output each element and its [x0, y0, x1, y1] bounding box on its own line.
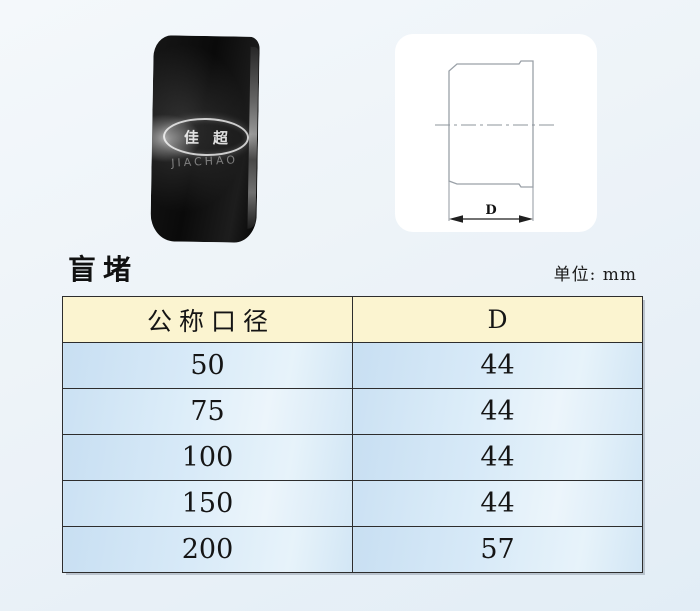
cell-d-value: 44: [352, 434, 643, 481]
table-header-row: 公称口径 D: [62, 296, 643, 343]
table-row: 150 44: [62, 480, 643, 527]
dimension-arrow-left: [449, 215, 463, 223]
brand-logo-text: 佳超: [183, 128, 243, 148]
cell-nominal-diameter: 150: [62, 480, 353, 527]
page-title: 盲堵: [68, 253, 139, 286]
cell-d-value: 44: [352, 342, 643, 389]
table-row: 200 57: [62, 526, 643, 573]
part-outline: [448, 60, 534, 188]
technical-drawing-card: D: [395, 34, 597, 232]
column-header-nominal-diameter: 公称口径: [62, 296, 353, 343]
cell-d-value: 44: [352, 480, 643, 527]
column-header-d: D: [352, 296, 643, 343]
cell-nominal-diameter: 50: [62, 342, 353, 389]
cell-nominal-diameter: 100: [62, 434, 353, 481]
table-row: 75 44: [62, 388, 643, 435]
section-drawing: D: [435, 60, 557, 223]
dimension-label: D: [485, 203, 496, 218]
extension-lines: [448, 181, 534, 221]
cell-nominal-diameter: 75: [62, 388, 353, 435]
dimension-arrow-right: [519, 215, 533, 223]
product-photo: 佳超 JIACHAO: [150, 35, 260, 243]
cell-d-value: 57: [352, 526, 643, 573]
cell-nominal-diameter: 200: [62, 526, 353, 573]
spec-table: 公称口径 D 50 44 75 44 100 44 150 44 200: [62, 296, 643, 573]
cell-d-value: 44: [352, 388, 643, 435]
table-row: 50 44: [62, 342, 643, 389]
unit-label: 单位: mm: [553, 265, 637, 285]
table-row: 100 44: [62, 434, 643, 481]
